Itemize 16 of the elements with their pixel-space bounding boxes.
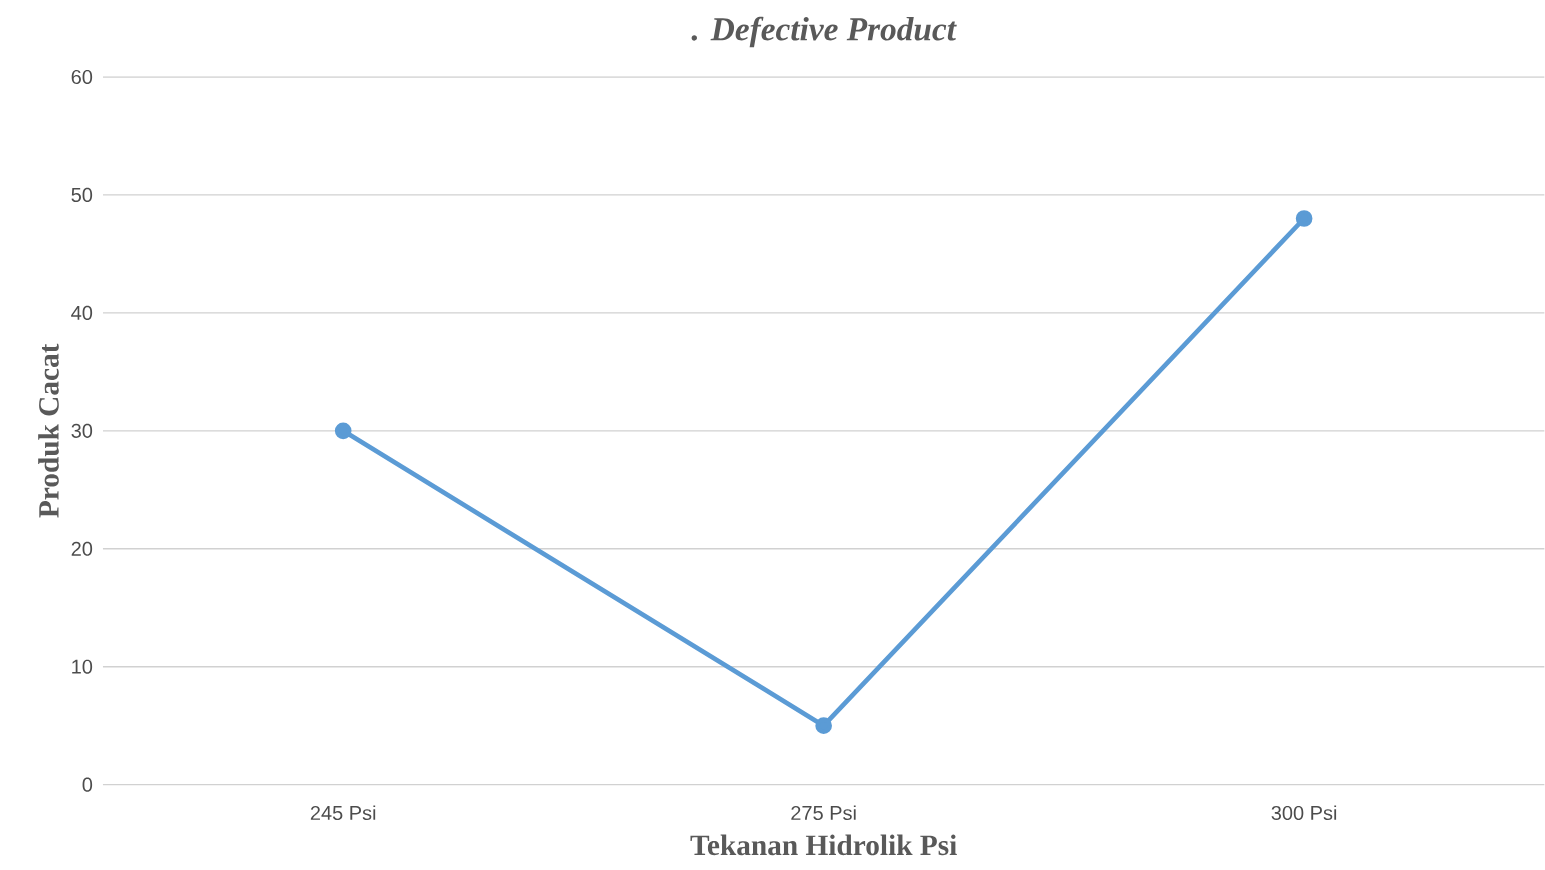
point <box>815 717 832 735</box>
y-tick-label: 30 <box>71 423 93 439</box>
x-tick-label: 300 Psi <box>1271 805 1337 821</box>
point <box>1295 210 1313 227</box>
y-tick-label: 20 <box>71 541 93 557</box>
y-tick-label: 40 <box>71 305 93 321</box>
chart-title: . Defective Product <box>691 16 957 48</box>
y-tick-label: 0 <box>82 777 93 792</box>
y-axis-title: Produk Cacat <box>38 343 59 518</box>
y-tick-label: 50 <box>71 188 93 203</box>
x-tick-label: 275 Psi <box>791 805 856 821</box>
y-tick-label: 60 <box>71 70 93 85</box>
y-tick-label: 10 <box>72 659 93 674</box>
point <box>334 422 352 440</box>
x-tick-label: 245 Psi <box>310 805 376 821</box>
x-axis-title: Tekanan Hidrolik Psi <box>690 834 957 856</box>
